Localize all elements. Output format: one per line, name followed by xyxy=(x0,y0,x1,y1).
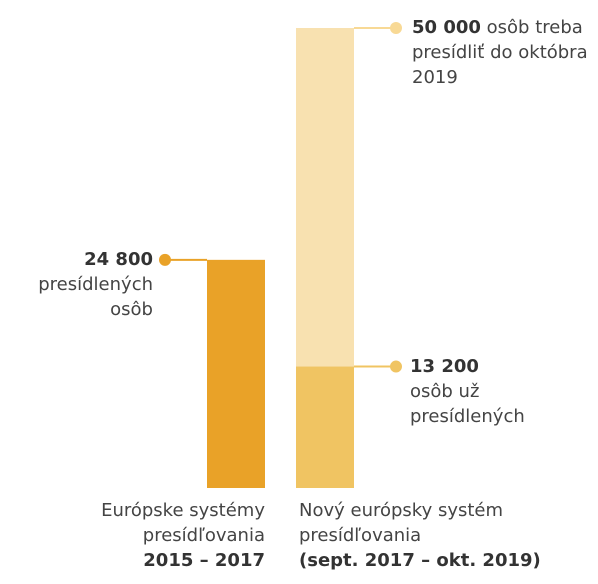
value-text: osôb už presídlených xyxy=(410,380,525,427)
target-label: 50 000 osôb treba presídliť do októbra 2… xyxy=(412,15,590,90)
category-period: (sept. 2017 – okt. 2019) xyxy=(299,550,541,571)
dot xyxy=(159,253,171,266)
value-number: 13 200 xyxy=(410,355,479,377)
category-label: Nový európsky systém presídľovania (sept… xyxy=(299,498,549,573)
value-label: 13 200 osôb už presídlených xyxy=(410,354,560,429)
category-name: Európske systémy presídľovania xyxy=(101,500,265,546)
category-label: Európske systémy presídľovania 2015 – 20… xyxy=(45,498,265,573)
dot xyxy=(390,360,402,373)
value-label: 24 800 presídlených osôb xyxy=(13,247,153,322)
target-text: osôb xyxy=(486,17,530,38)
target-number: 50 000 xyxy=(412,17,481,38)
value-text: presídlených osôb xyxy=(38,273,153,320)
bar xyxy=(296,366,354,488)
category-name: Nový európsky systém presídľovania xyxy=(299,500,504,546)
category-period: 2015 – 2017 xyxy=(143,550,265,571)
value-number: 24 800 xyxy=(84,248,153,270)
bar xyxy=(207,259,265,488)
dot xyxy=(390,22,402,34)
target-text: treba presídliť do októbra 2019 xyxy=(412,17,588,88)
